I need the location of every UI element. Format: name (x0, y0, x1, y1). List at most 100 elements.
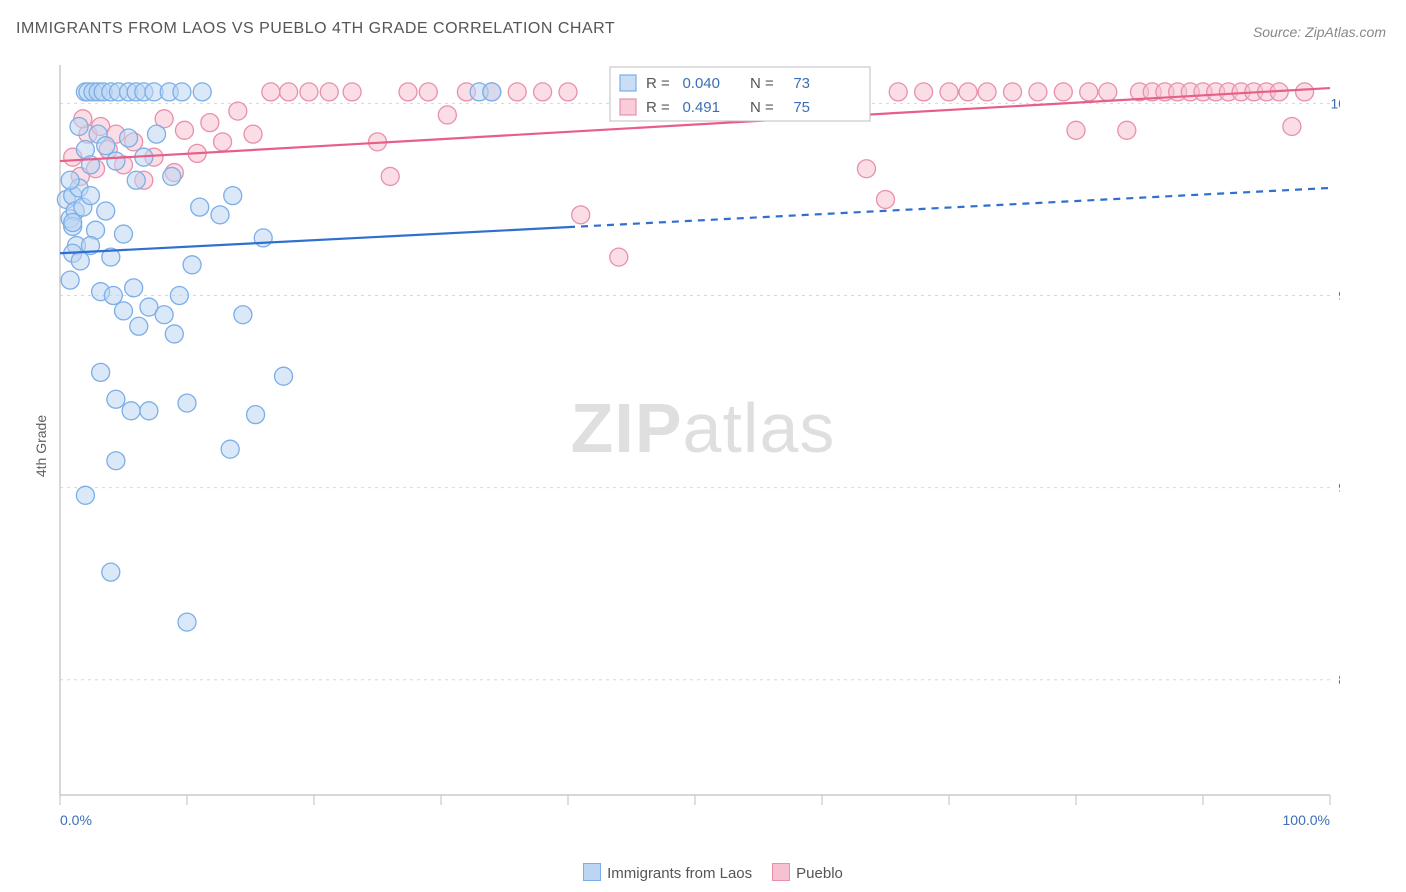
laos-point (102, 563, 120, 581)
pueblo-point (438, 106, 456, 124)
laos-point (70, 117, 88, 135)
laos-point (247, 406, 265, 424)
pueblo-point (201, 114, 219, 132)
scatter-chart: 85.0% 90.0% 95.0% 100.0% 0.0% 100.0% R = 0.040 N… (50, 55, 1340, 825)
y-axis-label: 4th Grade (33, 415, 49, 477)
legend-r-prefix-pueblo: R = (646, 99, 670, 116)
legend-n-prefix-laos: N = (750, 75, 774, 92)
laos-point (173, 83, 191, 101)
laos-point (178, 394, 196, 412)
laos-point (115, 225, 133, 243)
pueblo-point (877, 190, 895, 208)
pueblo-point (1029, 83, 1047, 101)
bottom-legend-label-laos: Immigrants from Laos (607, 865, 752, 882)
laos-point (193, 83, 211, 101)
chart-title: IMMIGRANTS FROM LAOS VS PUEBLO 4TH GRADE… (16, 20, 615, 38)
laos-point (178, 613, 196, 631)
pueblo-point (940, 83, 958, 101)
svg-text:0.0%: 0.0% (60, 812, 92, 825)
pueblo-point (857, 160, 875, 178)
pueblo-point (1296, 83, 1314, 101)
pueblo-point (1067, 121, 1085, 139)
pueblo-point (959, 83, 977, 101)
laos-point (104, 287, 122, 305)
pueblo-point (280, 83, 298, 101)
source-name: ZipAtlas.com (1305, 24, 1386, 40)
laos-point (122, 402, 140, 420)
laos-point (76, 486, 94, 504)
pueblo-point (915, 83, 933, 101)
chart-source: Source: ZipAtlas.com (1253, 24, 1386, 40)
bottom-legend: Immigrants from LaosPueblo (0, 863, 1406, 882)
laos-point (61, 271, 79, 289)
laos-point (107, 452, 125, 470)
pueblo-point (1004, 83, 1022, 101)
pueblo-point (610, 248, 628, 266)
pueblo-point (381, 167, 399, 185)
pueblo-point (1054, 83, 1072, 101)
pueblo-point (229, 102, 247, 120)
legend-r-value-pueblo: 0.491 (682, 99, 720, 116)
bottom-legend-swatch-pueblo (772, 863, 790, 881)
pueblo-point (419, 83, 437, 101)
laos-point (140, 402, 158, 420)
laos-trendline-ext (568, 188, 1330, 227)
laos-point (211, 206, 229, 224)
pueblo-point (262, 83, 280, 101)
pueblo-point (320, 83, 338, 101)
legend-swatch-laos (620, 75, 636, 91)
laos-point (275, 367, 293, 385)
pueblo-point (1080, 83, 1098, 101)
pueblo-point (244, 125, 262, 143)
laos-point (64, 214, 82, 232)
laos-point (221, 440, 239, 458)
legend-n-value-laos: 73 (793, 75, 810, 92)
laos-point (125, 279, 143, 297)
pueblo-point (978, 83, 996, 101)
pueblo-point (300, 83, 318, 101)
laos-point (71, 252, 89, 270)
laos-point (120, 129, 138, 147)
laos-point (130, 317, 148, 335)
laos-point (61, 171, 79, 189)
pueblo-point (175, 121, 193, 139)
legend-r-prefix-laos: R = (646, 75, 670, 92)
laos-point (224, 187, 242, 205)
svg-text:100.0%: 100.0% (1331, 95, 1340, 111)
legend-r-value-laos: 0.040 (682, 75, 720, 92)
laos-point (483, 83, 501, 101)
laos-point (148, 125, 166, 143)
laos-point (165, 325, 183, 343)
pueblo-point (214, 133, 232, 151)
laos-point (127, 171, 145, 189)
legend-n-value-pueblo: 75 (793, 99, 810, 116)
laos-point (183, 256, 201, 274)
laos-point (234, 306, 252, 324)
laos-point (115, 302, 133, 320)
laos-point (163, 167, 181, 185)
svg-text:90.0%: 90.0% (1338, 480, 1340, 496)
laos-point (170, 287, 188, 305)
pueblo-point (1283, 117, 1301, 135)
pueblo-point (399, 83, 417, 101)
pueblo-point (889, 83, 907, 101)
legend-n-prefix-pueblo: N = (750, 99, 774, 116)
laos-trendline (60, 227, 568, 253)
svg-text:85.0%: 85.0% (1338, 672, 1340, 688)
pueblo-point (343, 83, 361, 101)
svg-text:100.0%: 100.0% (1283, 812, 1330, 825)
pueblo-point (1118, 121, 1136, 139)
pueblo-point (508, 83, 526, 101)
pueblo-point (1099, 83, 1117, 101)
laos-point (97, 202, 115, 220)
laos-point (155, 306, 173, 324)
bottom-legend-swatch-laos (583, 863, 601, 881)
laos-point (107, 390, 125, 408)
pueblo-point (572, 206, 590, 224)
laos-point (81, 187, 99, 205)
laos-point (92, 363, 110, 381)
source-prefix: Source: (1253, 24, 1305, 40)
legend-swatch-pueblo (620, 99, 636, 115)
laos-point (97, 137, 115, 155)
svg-text:95.0%: 95.0% (1338, 288, 1340, 304)
